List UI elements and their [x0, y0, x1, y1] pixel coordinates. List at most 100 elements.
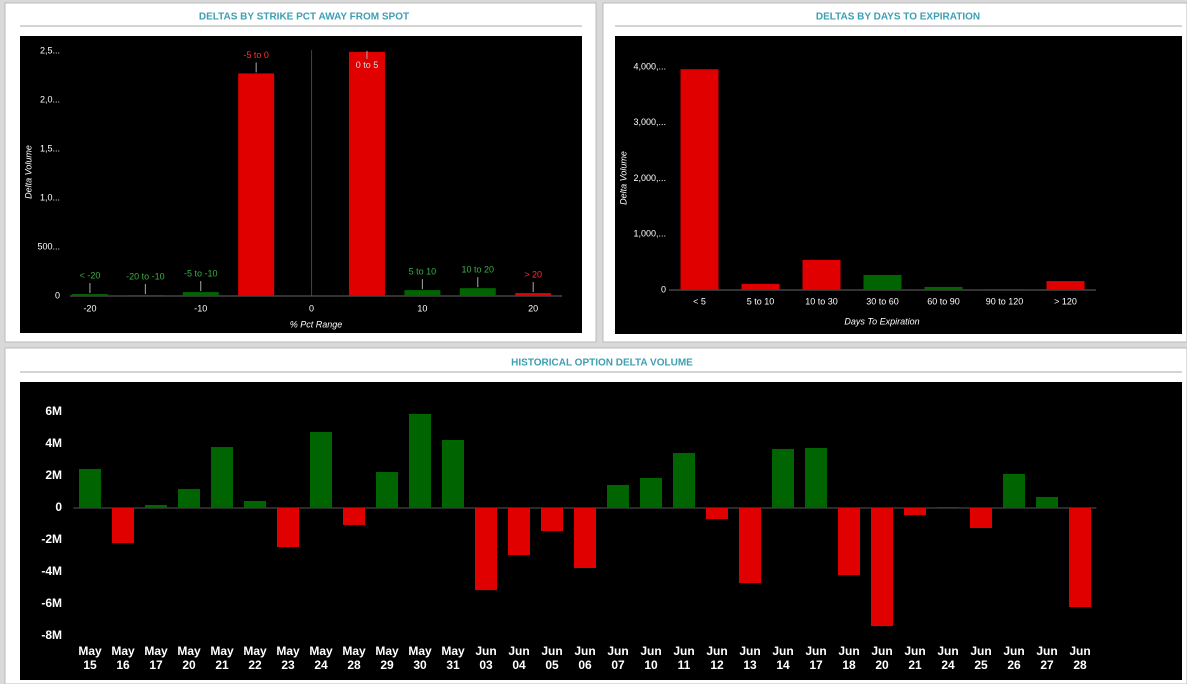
chart-title: DELTAS BY DAYS TO EXPIRATION: [816, 12, 980, 23]
y-axis-title: Delta Volume: [618, 151, 628, 205]
bar: [680, 69, 719, 290]
x-tick-label: 0: [309, 303, 314, 313]
x-tick-label: May 31: [441, 644, 465, 672]
y-tick-label: -4M: [41, 564, 62, 578]
x-tick-label: Jun 20: [871, 644, 893, 672]
x-tick-label: 30 to 60: [866, 296, 899, 306]
bar: [805, 448, 827, 508]
bar: [871, 508, 893, 627]
x-tick-label: Jun 27: [1036, 644, 1058, 672]
bar: [244, 500, 266, 508]
x-tick-label: Jun 13: [739, 644, 761, 672]
x-tick-label: Jun 18: [838, 644, 860, 672]
y-tick-label: 1,0...: [40, 192, 60, 202]
y-tick-label: 6M: [45, 404, 62, 418]
x-tick-label: Jun 25: [970, 644, 992, 672]
bar: [640, 477, 662, 508]
x-tick-label: Jun 14: [772, 644, 794, 672]
x-tick-label: Jun 26: [1003, 644, 1025, 672]
x-tick-label: < 5: [693, 296, 706, 306]
x-tick-label: Jun 24: [937, 644, 959, 672]
y-tick-label: 2M: [45, 468, 62, 482]
x-tick-label: May 15: [78, 644, 102, 672]
bar: [145, 504, 167, 508]
bar: [772, 448, 794, 508]
x-tick-label: Jun 07: [607, 644, 629, 672]
bar: [277, 508, 299, 548]
bar: [475, 508, 497, 591]
y-axis-title: Delta Volume: [23, 145, 33, 199]
x-tick-label: May 28: [342, 644, 366, 672]
y-tick-label: 4,000,...: [633, 61, 666, 71]
bar: [1036, 496, 1058, 508]
bar: [79, 468, 101, 508]
chart-title: DELTAS BY STRIKE PCT AWAY FROM SPOT: [199, 12, 409, 23]
bar: [404, 290, 441, 296]
bar-label: -5 to 0: [243, 50, 269, 60]
x-tick-label: 10 to 30: [805, 296, 838, 306]
x-tick-label: Jun 12: [706, 644, 728, 672]
bar: [673, 452, 695, 508]
x-axis-title: Days To Expiration: [844, 316, 919, 326]
x-tick-label: -10: [194, 303, 207, 313]
bar: [515, 293, 552, 296]
x-tick-label: Jun 05: [541, 644, 563, 672]
plot-area: [20, 382, 1182, 680]
x-tick-label: Jun 06: [574, 644, 596, 672]
bar: [802, 259, 841, 290]
bar: [71, 294, 108, 296]
x-tick-label: May 30: [408, 644, 432, 672]
bar: [112, 508, 134, 544]
bar: [937, 507, 959, 508]
x-tick-label: 20: [528, 303, 538, 313]
x-tick-label: May 23: [276, 644, 300, 672]
x-tick-label: 60 to 90: [927, 296, 960, 306]
bar: [211, 447, 233, 508]
x-tick-label: May 20: [177, 644, 201, 672]
bar: [838, 508, 860, 576]
bar: [924, 286, 963, 290]
bar: [238, 73, 275, 296]
x-tick-label: May 21: [210, 644, 234, 672]
bar-label: > 20: [524, 269, 542, 279]
x-tick-label: > 120: [1054, 296, 1077, 306]
bar: [310, 432, 332, 508]
x-tick-label: Jun 21: [904, 644, 926, 672]
bar: [348, 51, 385, 296]
bar: [127, 295, 164, 296]
x-tick-label: May 22: [243, 644, 267, 672]
bar: [541, 508, 563, 532]
bar: [863, 274, 902, 290]
bar: [985, 289, 1024, 290]
y-tick-label: 2,000,...: [633, 173, 666, 183]
x-tick-label: Jun 17: [805, 644, 827, 672]
bar: [442, 440, 464, 508]
y-tick-label: -8M: [41, 628, 62, 642]
x-tick-label: Jun 28: [1069, 644, 1091, 672]
bar: [182, 292, 219, 296]
bar-label: 10 to 20: [462, 265, 495, 275]
bar: [1046, 281, 1085, 290]
bar: [904, 508, 926, 516]
bar: [607, 484, 629, 508]
bar: [343, 508, 365, 525]
y-tick-label: 0: [661, 284, 666, 294]
x-tick-label: Jun 03: [475, 644, 497, 672]
y-tick-label: 0: [55, 290, 60, 300]
x-tick-label: May 29: [375, 644, 399, 672]
x-tick-label: 10: [417, 303, 427, 313]
y-tick-label: -6M: [41, 596, 62, 610]
bar: [739, 508, 761, 584]
y-tick-label: 2,0...: [40, 94, 60, 104]
x-tick-label: Jun 04: [508, 644, 530, 672]
bar: [508, 508, 530, 556]
bar-label: 5 to 10: [409, 266, 437, 276]
y-tick-label: 500...: [37, 241, 60, 251]
bar-label: -20 to -10: [126, 271, 165, 281]
bar: [741, 283, 780, 290]
x-tick-label: Jun 10: [640, 644, 662, 672]
bar: [574, 508, 596, 568]
y-tick-label: -2M: [41, 532, 62, 546]
